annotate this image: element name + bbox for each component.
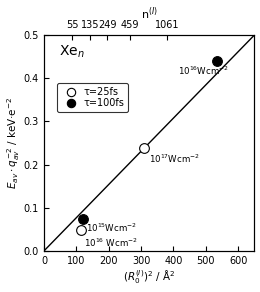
Y-axis label: $E_{av}\cdot q_{av}^{-2}$ / keV·e$^{-2}$: $E_{av}\cdot q_{av}^{-2}$ / keV·e$^{-2}$: [5, 97, 22, 189]
Text: 10$^{15}$Wcm$^{-2}$: 10$^{15}$Wcm$^{-2}$: [86, 222, 137, 234]
Text: 10$^{16}$ Wcm$^{-2}$: 10$^{16}$ Wcm$^{-2}$: [84, 237, 138, 249]
X-axis label: $(R_0^{(I)})^2$ / Å$^2$: $(R_0^{(I)})^2$ / Å$^2$: [123, 269, 176, 286]
Text: Xe$_n$: Xe$_n$: [59, 44, 84, 60]
X-axis label: n$^{(I)}$: n$^{(I)}$: [141, 6, 158, 22]
Text: 10$^{16}$Wcm$^{-2}$: 10$^{16}$Wcm$^{-2}$: [178, 64, 229, 77]
Text: 10$^{17}$Wcm$^{-2}$: 10$^{17}$Wcm$^{-2}$: [149, 152, 200, 165]
Legend: τ=25fs, τ=100fs: τ=25fs, τ=100fs: [57, 83, 128, 112]
